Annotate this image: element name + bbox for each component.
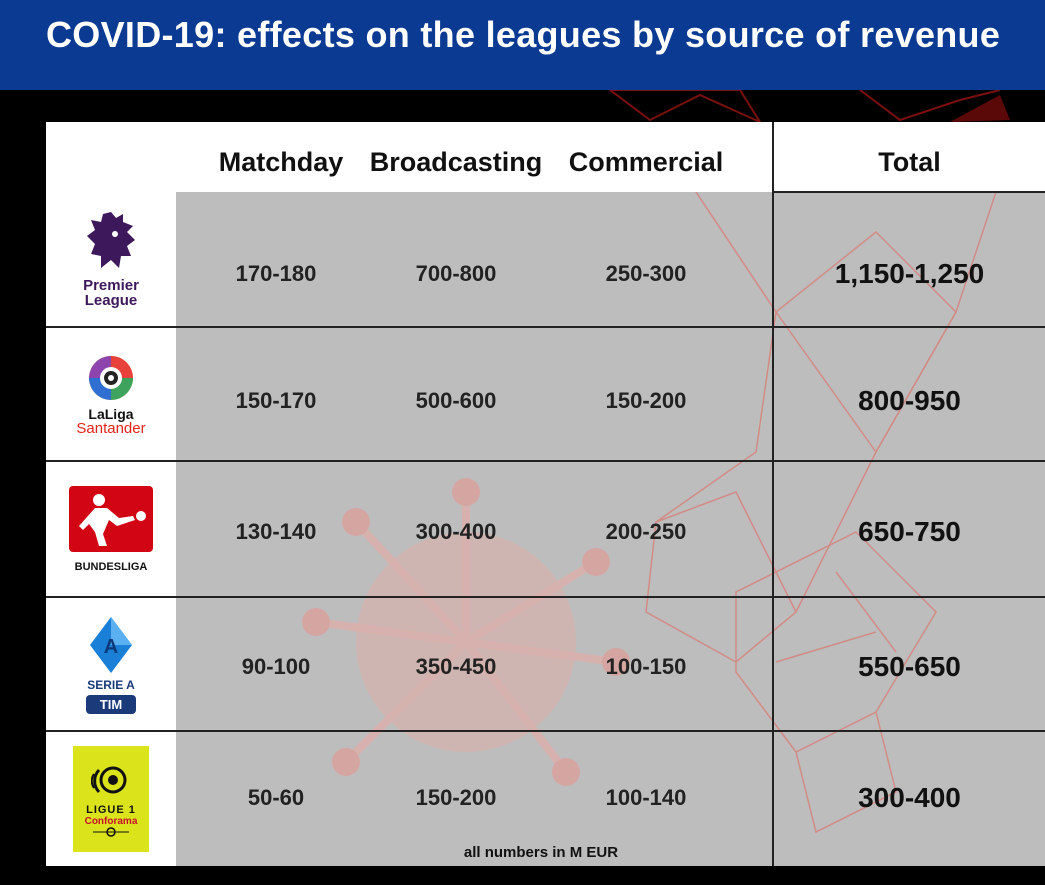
column-header-commercial: Commercial	[568, 147, 724, 177]
league-logo-serie-a: A SERIE A TIM	[46, 598, 176, 730]
tim-badge: TIM	[85, 694, 137, 714]
premier-league-logo-text: Premier League	[83, 278, 139, 308]
row-divider	[46, 730, 1045, 732]
svg-text:A: A	[104, 636, 118, 658]
cell-broadcasting: 700-800	[415, 261, 497, 286]
conforama-logo-text: Conforama	[84, 815, 138, 827]
cell-matchday: 170-180	[235, 261, 317, 286]
bundesliga-player-icon	[69, 485, 153, 552]
header-divider-total	[772, 191, 1045, 193]
cell-matchday: 130-140	[235, 519, 317, 544]
row-divider	[46, 460, 1045, 462]
logo-line-1: LaLiga	[88, 405, 134, 422]
cell-total: 800-950	[858, 385, 961, 416]
revenue-table: Matchday Broadcasting Commercial Total P…	[46, 122, 1045, 866]
units-footnote: all numbers in M EUR	[463, 844, 619, 861]
laliga-ball-icon	[89, 355, 133, 400]
covid-player-decoration	[302, 192, 997, 834]
table-body-background	[176, 192, 1045, 866]
column-header-broadcasting: Broadcasting	[369, 147, 543, 177]
league-logo-laliga: LaLiga Santander	[46, 328, 176, 460]
cell-total: 650-750	[858, 516, 961, 547]
cell-commercial: 100-150	[605, 654, 687, 679]
cell-broadcasting: 500-600	[415, 388, 497, 413]
league-logo-premier-league: Premier League	[46, 192, 176, 326]
cell-matchday: 50-60	[247, 785, 305, 810]
conforama-emblem-icon	[93, 826, 129, 837]
serie-a-shield-icon: A	[90, 616, 132, 673]
logo-line-2: Santander	[76, 419, 146, 437]
cell-commercial: 150-200	[605, 388, 687, 413]
logo-line-1: Premier	[83, 277, 139, 294]
cell-broadcasting: 300-400	[415, 519, 497, 544]
cell-commercial: 250-300	[605, 261, 687, 286]
cell-total: 300-400	[858, 782, 961, 813]
column-header-matchday: Matchday	[218, 147, 344, 177]
column-header-total: Total	[878, 147, 941, 177]
page-title: COVID-19: effects on the leagues by sour…	[46, 14, 1001, 55]
league-logo-bundesliga: BUNDESLIGA	[46, 462, 176, 596]
row-divider	[46, 326, 1045, 328]
cell-matchday: 150-170	[235, 388, 317, 413]
ligue1-logo-text: LIGUE 1	[86, 803, 136, 816]
premier-league-lion-icon	[87, 212, 135, 268]
total-column-divider	[772, 122, 774, 866]
row-divider	[46, 596, 1045, 598]
ligue1-logo-box: LIGUE 1 Conforama	[73, 746, 149, 852]
cell-broadcasting: 350-450	[415, 654, 497, 679]
background-decoration	[608, 90, 1010, 125]
cell-total: 550-650	[858, 651, 961, 682]
logo-line-2: League	[84, 292, 138, 309]
cell-matchday: 90-100	[241, 654, 311, 679]
cell-commercial: 100-140	[605, 785, 687, 810]
cell-total: 1,150-1,250	[834, 258, 985, 289]
cell-commercial: 200-250	[605, 519, 687, 544]
league-logo-ligue1: LIGUE 1 Conforama	[46, 732, 176, 866]
title-banner: COVID-19: effects on the leagues by sour…	[0, 0, 1045, 90]
bundesliga-logo-text: BUNDESLIGA	[74, 560, 148, 573]
cell-broadcasting: 150-200	[415, 785, 497, 810]
laliga-logo-text: LaLiga Santander	[76, 407, 145, 436]
ligue1-logo-icon	[91, 766, 127, 793]
serie-a-logo-text: SERIE A	[87, 677, 135, 692]
